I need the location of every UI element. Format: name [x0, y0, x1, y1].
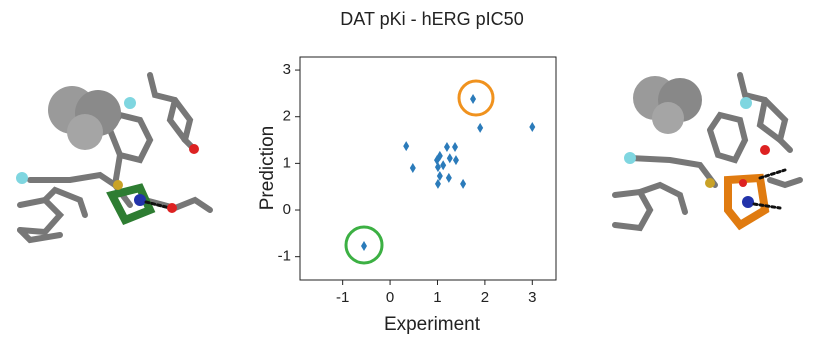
y-axis-label: Prediction [257, 126, 278, 211]
point [452, 142, 458, 152]
page: {"chart_data": {"type": "scatter", "titl… [0, 0, 814, 339]
point [440, 160, 446, 170]
left-molecule [16, 75, 210, 240]
point [447, 153, 453, 163]
point [361, 241, 367, 251]
point [403, 141, 409, 151]
point [529, 122, 535, 132]
y-tick-label: 0 [283, 201, 291, 218]
point [444, 142, 450, 152]
highlight-circle [459, 81, 493, 115]
point [410, 163, 416, 173]
right-molecule [615, 75, 800, 228]
plot: -1 0 1 2 3 -1 0 1 2 3 [278, 61, 537, 306]
point [435, 162, 441, 172]
y-tick-label: -1 [278, 248, 291, 265]
point [470, 94, 476, 104]
x-tick-label: 2 [481, 289, 489, 306]
point [477, 123, 483, 133]
x-tick-label: -1 [336, 289, 349, 306]
x-tick-label: 1 [433, 289, 441, 306]
figure: DAT pKi - hERG pIC50 Experiment Predicti… [0, 0, 814, 339]
chart-title: DAT pKi - hERG pIC50 [340, 9, 523, 29]
plot-frame [300, 57, 556, 280]
x-tick-label: 0 [386, 289, 394, 306]
point [446, 173, 452, 183]
point [460, 179, 466, 189]
x-tick-label: 3 [528, 289, 536, 306]
y-tick-label: 2 [283, 108, 291, 125]
y-tick-label: 1 [283, 154, 291, 171]
point [453, 155, 459, 165]
x-axis-label: Experiment [384, 314, 481, 335]
y-tick-label: 3 [283, 61, 291, 78]
